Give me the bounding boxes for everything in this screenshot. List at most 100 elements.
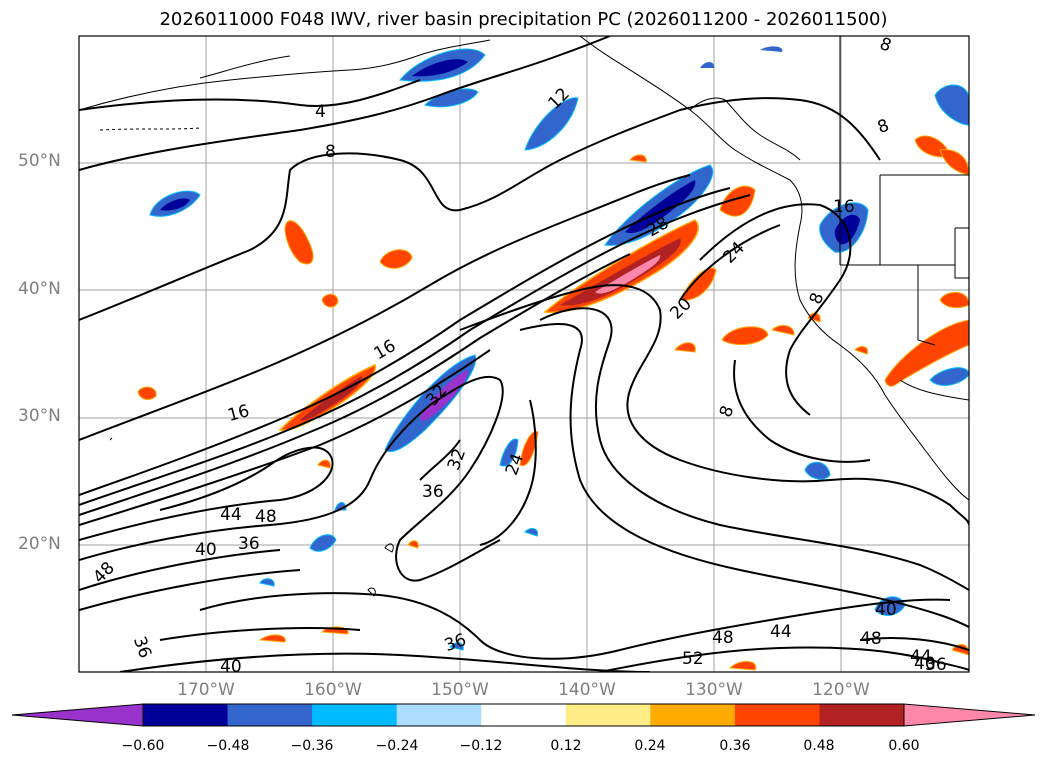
coastline <box>79 39 491 111</box>
colorbar-tick: −0.60 <box>121 738 165 754</box>
colorbar-tick: −0.36 <box>290 738 334 754</box>
contour-label: 40 <box>914 654 936 674</box>
contour-line <box>79 36 611 171</box>
contour-line <box>599 646 969 672</box>
contour-line <box>79 549 281 591</box>
colorbar-cell <box>143 704 229 726</box>
iwv-contours <box>79 36 969 672</box>
precip-area <box>137 386 157 400</box>
precip-area <box>934 84 969 126</box>
lat-label: 20°N <box>18 534 61 554</box>
border <box>899 379 969 401</box>
colorbar-cell <box>734 704 820 726</box>
contour-line <box>479 399 537 546</box>
contour-line <box>79 194 751 506</box>
colorbar-tick: 0.48 <box>803 738 835 754</box>
colorbar-tick: 0.36 <box>719 738 751 754</box>
colorbar-cell <box>312 704 398 726</box>
map-plot-area: 4 8 12 16 16 16 20 24 24 28 32 32 36 36 … <box>79 36 969 677</box>
lon-label: 130°W <box>685 680 743 700</box>
precip-area <box>300 376 363 421</box>
coastline <box>689 97 801 161</box>
precip-area <box>719 185 756 217</box>
colorbar-frame <box>142 703 905 727</box>
contour-line <box>79 187 731 496</box>
contour-line <box>79 446 334 541</box>
colorbar-cell <box>565 704 651 726</box>
border <box>917 265 936 346</box>
contour-line <box>199 592 951 660</box>
lon-label: 160°W <box>304 680 362 700</box>
map-title: 2026011000 F048 IWV, river basin precipi… <box>159 9 888 30</box>
precip-area <box>595 255 661 294</box>
colorbar <box>11 703 1036 727</box>
contour-line <box>79 569 301 611</box>
contour-label: 48 <box>860 629 882 649</box>
contour-line <box>733 359 871 463</box>
precip-area <box>407 540 419 549</box>
precip-area <box>519 430 539 467</box>
colorbar-cells <box>143 704 905 726</box>
contour-line <box>79 349 491 526</box>
contour-line <box>79 253 631 516</box>
contour-label: 36 <box>422 482 444 502</box>
island <box>109 437 113 441</box>
precip-area <box>804 461 831 480</box>
contour-label: 36 <box>925 655 947 675</box>
contour-line <box>419 439 461 481</box>
colorbar-max-arrow <box>903 703 1036 727</box>
contour-line <box>699 203 852 416</box>
contour-label: 4 <box>315 102 326 122</box>
contour-label: 44 <box>220 505 242 525</box>
precip-area <box>674 342 696 353</box>
contour-line <box>459 284 969 526</box>
precip-area <box>700 62 715 68</box>
contour-line <box>79 174 691 441</box>
precip-area <box>284 220 314 265</box>
precip-area <box>321 293 339 308</box>
contour-label: 8 <box>325 142 336 162</box>
colorbar-tick: −0.24 <box>375 738 419 754</box>
precip-area <box>679 267 717 301</box>
contour-label: 48 <box>255 507 277 527</box>
precip-area <box>499 438 519 467</box>
precip-area <box>412 59 468 77</box>
precip-area <box>160 198 190 211</box>
precip-area <box>258 634 286 643</box>
contour-label: 44 <box>770 622 792 642</box>
colorbar-tick: −0.48 <box>206 738 250 754</box>
coastline <box>99 127 201 131</box>
lat-label: 40°N <box>18 279 61 299</box>
contour-line <box>79 97 881 321</box>
contour-label: 40 <box>220 657 242 677</box>
precip-area <box>524 97 579 151</box>
precip-area <box>721 326 769 346</box>
colorbar-tick: −0.12 <box>459 738 503 754</box>
contour-label: 40 <box>195 540 217 560</box>
contour-label: 36 <box>238 534 260 554</box>
colorbar-cell <box>227 704 313 726</box>
contour-label: 40 <box>875 600 897 620</box>
precip-area <box>728 661 757 671</box>
precip-area <box>309 534 337 552</box>
coastlines <box>79 36 969 597</box>
contour-line <box>119 652 651 672</box>
contour-label: 16 <box>833 197 855 217</box>
lon-label: 170°W <box>177 680 235 700</box>
colorbar-cell <box>396 704 482 726</box>
contour-label: 44 <box>910 647 932 667</box>
precip-area <box>629 154 647 163</box>
colorbar-cell <box>819 704 905 726</box>
contour-line <box>79 79 421 111</box>
coastline <box>579 36 969 501</box>
contour-line <box>519 323 969 628</box>
contour-line <box>159 627 361 641</box>
precip-area <box>884 319 969 387</box>
colorbar-cell <box>650 704 736 726</box>
island <box>367 587 376 597</box>
contour-label: 48 <box>712 628 734 648</box>
island <box>384 543 394 553</box>
precip-area <box>939 291 969 309</box>
precip-area <box>760 46 783 52</box>
